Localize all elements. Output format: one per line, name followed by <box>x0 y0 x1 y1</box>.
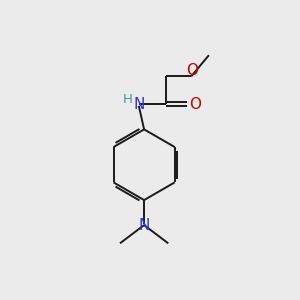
Text: N: N <box>133 97 145 112</box>
Text: H: H <box>123 93 133 106</box>
Text: O: O <box>189 97 201 112</box>
Text: N: N <box>138 218 150 232</box>
Text: O: O <box>186 63 198 78</box>
